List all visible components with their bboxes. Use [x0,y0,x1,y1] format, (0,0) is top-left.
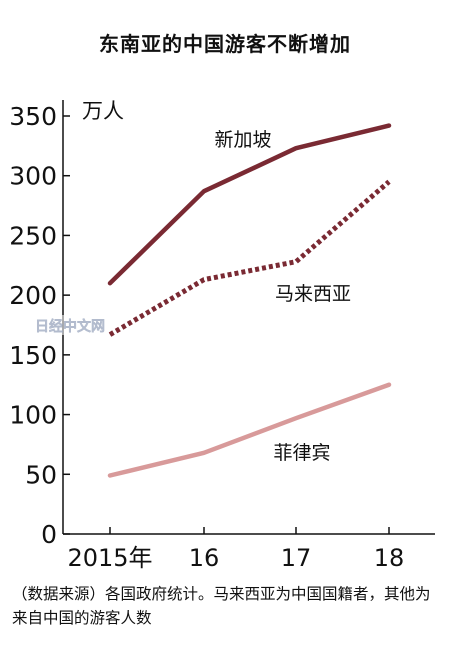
series-line-2 [107,382,392,478]
x-tick-label: 17 [281,544,312,572]
y-tick-label: 150 [9,341,57,370]
y-tick-label: 250 [9,221,57,250]
y-tick-label: 100 [9,401,57,430]
series-lines [107,123,392,478]
x-tick-label: 16 [189,544,220,572]
series-line-1 [108,179,391,337]
y-tick-label: 300 [9,162,57,191]
y-ticks: 0 50 100 150 200 250 300 350 [9,102,70,549]
chart-title: 东南亚的中国游客不断增加 [99,32,351,56]
unit-label: 万人 [82,99,124,123]
y-tick-label: 50 [25,460,57,489]
y-tick-label: 200 [9,281,57,310]
x-tick-label: 2015年 [67,544,152,572]
watermark-text: 日经中文网 [35,318,105,335]
series-label-1: 马来西亚 [275,283,351,305]
y-tick-label: 350 [9,102,57,131]
x-tick-label: 18 [374,544,405,572]
y-tick-label: 0 [41,520,57,549]
series-label-2: 菲律宾 [273,442,330,464]
line-chart: 0 50 100 150 200 250 300 350 2015年 16 17 18 新加坡马来西… [9,99,435,572]
series-line-0 [107,123,392,286]
source-note: （数据来源）各国政府统计。马来西亚为中国国籍者，其他为来自中国的游客人数 [12,585,431,627]
series-label-0: 新加坡 [214,129,271,151]
axes [62,100,435,535]
watermark: 日经中文网 [32,315,108,335]
x-ticks: 2015年 16 17 18 [67,527,404,572]
